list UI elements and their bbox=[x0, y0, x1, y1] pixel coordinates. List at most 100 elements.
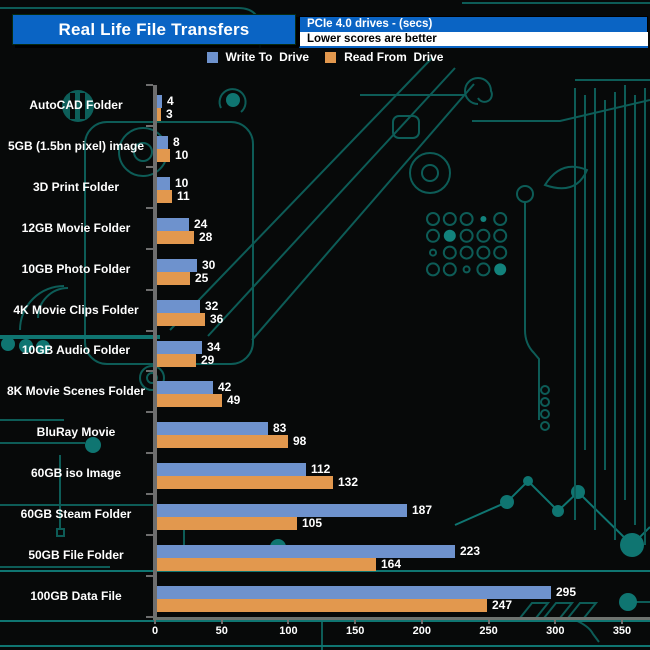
x-axis-tick bbox=[487, 619, 490, 624]
x-axis-tick-label: 250 bbox=[479, 624, 498, 637]
x-axis-tick bbox=[420, 619, 423, 624]
chart-subtitle-box: PCIe 4.0 drives - (secs) Lower scores ar… bbox=[299, 16, 648, 48]
bar-value-label: 28 bbox=[199, 229, 213, 244]
read-bar bbox=[157, 558, 376, 572]
x-axis-tick bbox=[621, 619, 623, 624]
read-bar bbox=[157, 599, 487, 613]
bar-value-label: 112 bbox=[311, 462, 331, 477]
y-axis-tick bbox=[146, 165, 153, 168]
bar-value-label: 36 bbox=[210, 311, 224, 326]
write-bar bbox=[157, 135, 168, 149]
write-bar bbox=[157, 340, 202, 354]
bar-value-label: 247 bbox=[492, 598, 513, 613]
subtitle-drives: PCIe 4.0 drives - (secs) bbox=[299, 16, 648, 32]
y-axis-tick bbox=[146, 575, 153, 578]
bar-value-label: 25 bbox=[195, 270, 209, 285]
bar-value-label: 98 bbox=[293, 434, 307, 449]
read-bar bbox=[157, 435, 288, 449]
write-bar bbox=[157, 299, 200, 313]
write-bar bbox=[157, 95, 162, 108]
subtitle-note: Lower scores are better bbox=[299, 32, 648, 48]
read-bar bbox=[157, 189, 172, 203]
bar-value-label: 223 bbox=[460, 544, 481, 559]
bar-value-label: 34 bbox=[207, 339, 221, 354]
read-bar bbox=[157, 353, 196, 367]
legend-item-write: Write To Drive bbox=[206, 50, 309, 64]
read-series-swatch-icon bbox=[325, 51, 337, 63]
bar-value-label: 10 bbox=[175, 147, 189, 162]
category-label: 10GB Audio Folder bbox=[21, 343, 131, 358]
bar-value-label: 29 bbox=[201, 352, 215, 367]
category-label: 60GB iso Image bbox=[30, 466, 122, 481]
y-axis-tick bbox=[146, 124, 153, 127]
category-label: 50GB File Folder bbox=[28, 548, 124, 563]
category-label: 12GB Movie Folder bbox=[21, 220, 131, 235]
bar-value-label: 30 bbox=[202, 257, 216, 272]
category-label: 60GB Steam Folder bbox=[20, 507, 132, 522]
y-axis-tick bbox=[146, 206, 153, 209]
category-label: 8K Movie Scenes Folder bbox=[6, 384, 146, 399]
read-bar bbox=[157, 476, 333, 490]
bar-value-label: 8 bbox=[173, 134, 180, 149]
y-axis-tick bbox=[146, 370, 153, 373]
bar-value-label: 105 bbox=[302, 516, 323, 531]
write-bar bbox=[157, 381, 213, 395]
y-axis-tick bbox=[146, 288, 153, 291]
write-series-swatch-icon bbox=[206, 51, 218, 63]
x-axis-tick-label: 100 bbox=[279, 624, 298, 637]
bar-value-label: 4 bbox=[167, 94, 174, 108]
category-label: 4K Movie Clips Folder bbox=[13, 302, 139, 317]
y-axis-tick bbox=[146, 247, 153, 250]
write-bar bbox=[157, 422, 268, 436]
category-label: 5GB (1.5bn pixel) image bbox=[7, 138, 145, 153]
bar-value-label: 164 bbox=[381, 557, 402, 572]
chart-title-box: Real Life File Transfers bbox=[12, 14, 296, 45]
x-axis-tick bbox=[154, 619, 156, 624]
bar-value-label: 42 bbox=[218, 380, 232, 395]
bar-value-label: 83 bbox=[273, 421, 287, 436]
read-bar bbox=[157, 108, 161, 121]
category-label: 100GB Data File bbox=[30, 588, 122, 603]
x-axis-tick bbox=[554, 619, 557, 624]
read-bar bbox=[157, 148, 170, 162]
read-bar bbox=[157, 394, 222, 408]
x-axis-tick bbox=[354, 619, 357, 624]
write-bar bbox=[157, 176, 170, 190]
x-axis-tick-label: 150 bbox=[345, 624, 365, 637]
category-label: 3D Print Folder bbox=[32, 179, 119, 194]
y-axis-tick bbox=[146, 493, 153, 496]
x-axis-tick-label: 200 bbox=[412, 624, 432, 637]
y-axis-tick bbox=[146, 329, 153, 332]
legend-label-read: Read From Drive bbox=[344, 50, 444, 64]
write-bar bbox=[157, 258, 197, 272]
y-axis-tick bbox=[146, 84, 153, 86]
bar-value-label: 132 bbox=[338, 475, 359, 490]
read-bar bbox=[157, 271, 190, 285]
category-label: BluRay Movie bbox=[36, 425, 116, 440]
read-bar bbox=[157, 230, 194, 244]
bar-value-label: 49 bbox=[227, 393, 241, 408]
write-bar bbox=[157, 217, 189, 231]
y-axis-tick bbox=[146, 615, 153, 618]
bar-value-label: 24 bbox=[194, 216, 208, 231]
bar-value-label: 11 bbox=[177, 188, 190, 203]
read-bar bbox=[157, 517, 297, 531]
y-axis-tick bbox=[146, 534, 153, 537]
write-bar bbox=[157, 545, 455, 559]
write-bar bbox=[157, 463, 306, 477]
read-bar bbox=[157, 312, 205, 326]
y-axis-line bbox=[153, 85, 157, 620]
category-label: AutoCAD Folder bbox=[29, 97, 123, 112]
bar-value-label: 32 bbox=[205, 298, 219, 313]
x-axis-tick-label: 300 bbox=[546, 624, 565, 637]
x-axis-tick-label: 350 bbox=[612, 624, 632, 637]
legend-item-read: Read From Drive bbox=[325, 50, 443, 64]
write-bar bbox=[157, 586, 551, 600]
bar-value-label: 187 bbox=[412, 503, 433, 518]
bar-value-label: 10 bbox=[175, 175, 189, 190]
y-axis-tick bbox=[146, 411, 153, 414]
bar-value-label: 295 bbox=[556, 585, 577, 600]
y-axis-tick bbox=[146, 452, 153, 455]
x-axis-tick-label: 50 bbox=[215, 624, 228, 637]
